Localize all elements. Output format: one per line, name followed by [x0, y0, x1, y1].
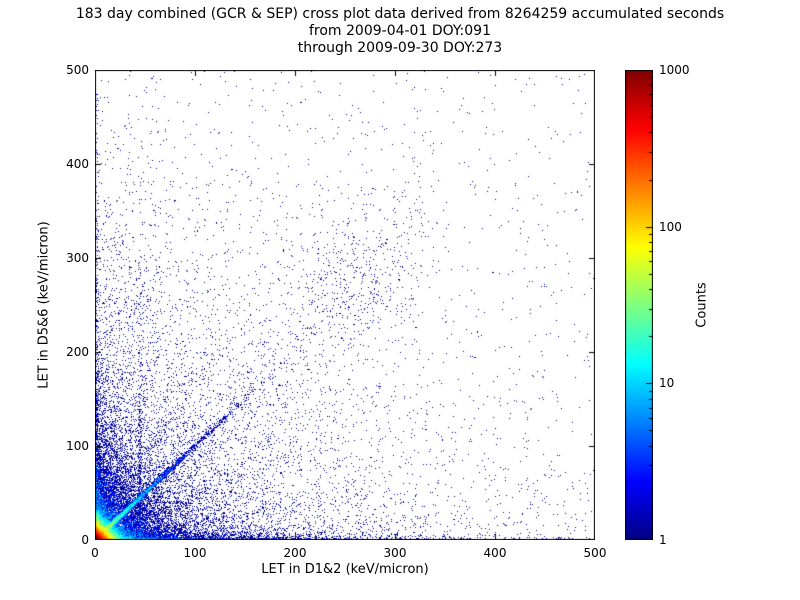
- y-tick-label: 300: [66, 251, 89, 265]
- x-tick-label: 200: [283, 546, 307, 560]
- chart-title-line-1: 183 day combined (GCR & SEP) cross plot …: [75, 6, 725, 22]
- x-axis-label: LET in D1&2 (keV/micron): [261, 562, 429, 577]
- chart-title-line-3: through 2009-09-30 DOY:273: [297, 40, 503, 56]
- y-tick-label: 200: [66, 345, 89, 359]
- colorbar-tick-label: 10: [659, 376, 675, 391]
- colorbar: [625, 70, 653, 540]
- y-tick-label: 100: [66, 439, 89, 453]
- x-tick-label: 0: [91, 546, 99, 560]
- y-axis-label: LET in D5&6 (keV/micron): [36, 221, 52, 389]
- x-tick-label: 100: [183, 546, 207, 560]
- colorbar-tick-label: 1: [659, 533, 667, 547]
- y-tick-label: 400: [66, 157, 89, 171]
- chart-title-line-2: from 2009-04-01 DOY:091: [308, 23, 491, 39]
- colorbar-tick-label: 1000: [659, 63, 690, 77]
- colorbar-label: Counts: [694, 282, 710, 328]
- y-tick-label: 0: [81, 533, 89, 547]
- x-tick-label: 400: [483, 546, 507, 560]
- scatter-plot-canvas: [95, 70, 595, 540]
- x-tick-label: 500: [583, 546, 607, 560]
- colorbar-tick-label: 100: [659, 219, 682, 234]
- x-tick-label: 300: [383, 546, 407, 560]
- y-tick-label: 500: [66, 63, 89, 77]
